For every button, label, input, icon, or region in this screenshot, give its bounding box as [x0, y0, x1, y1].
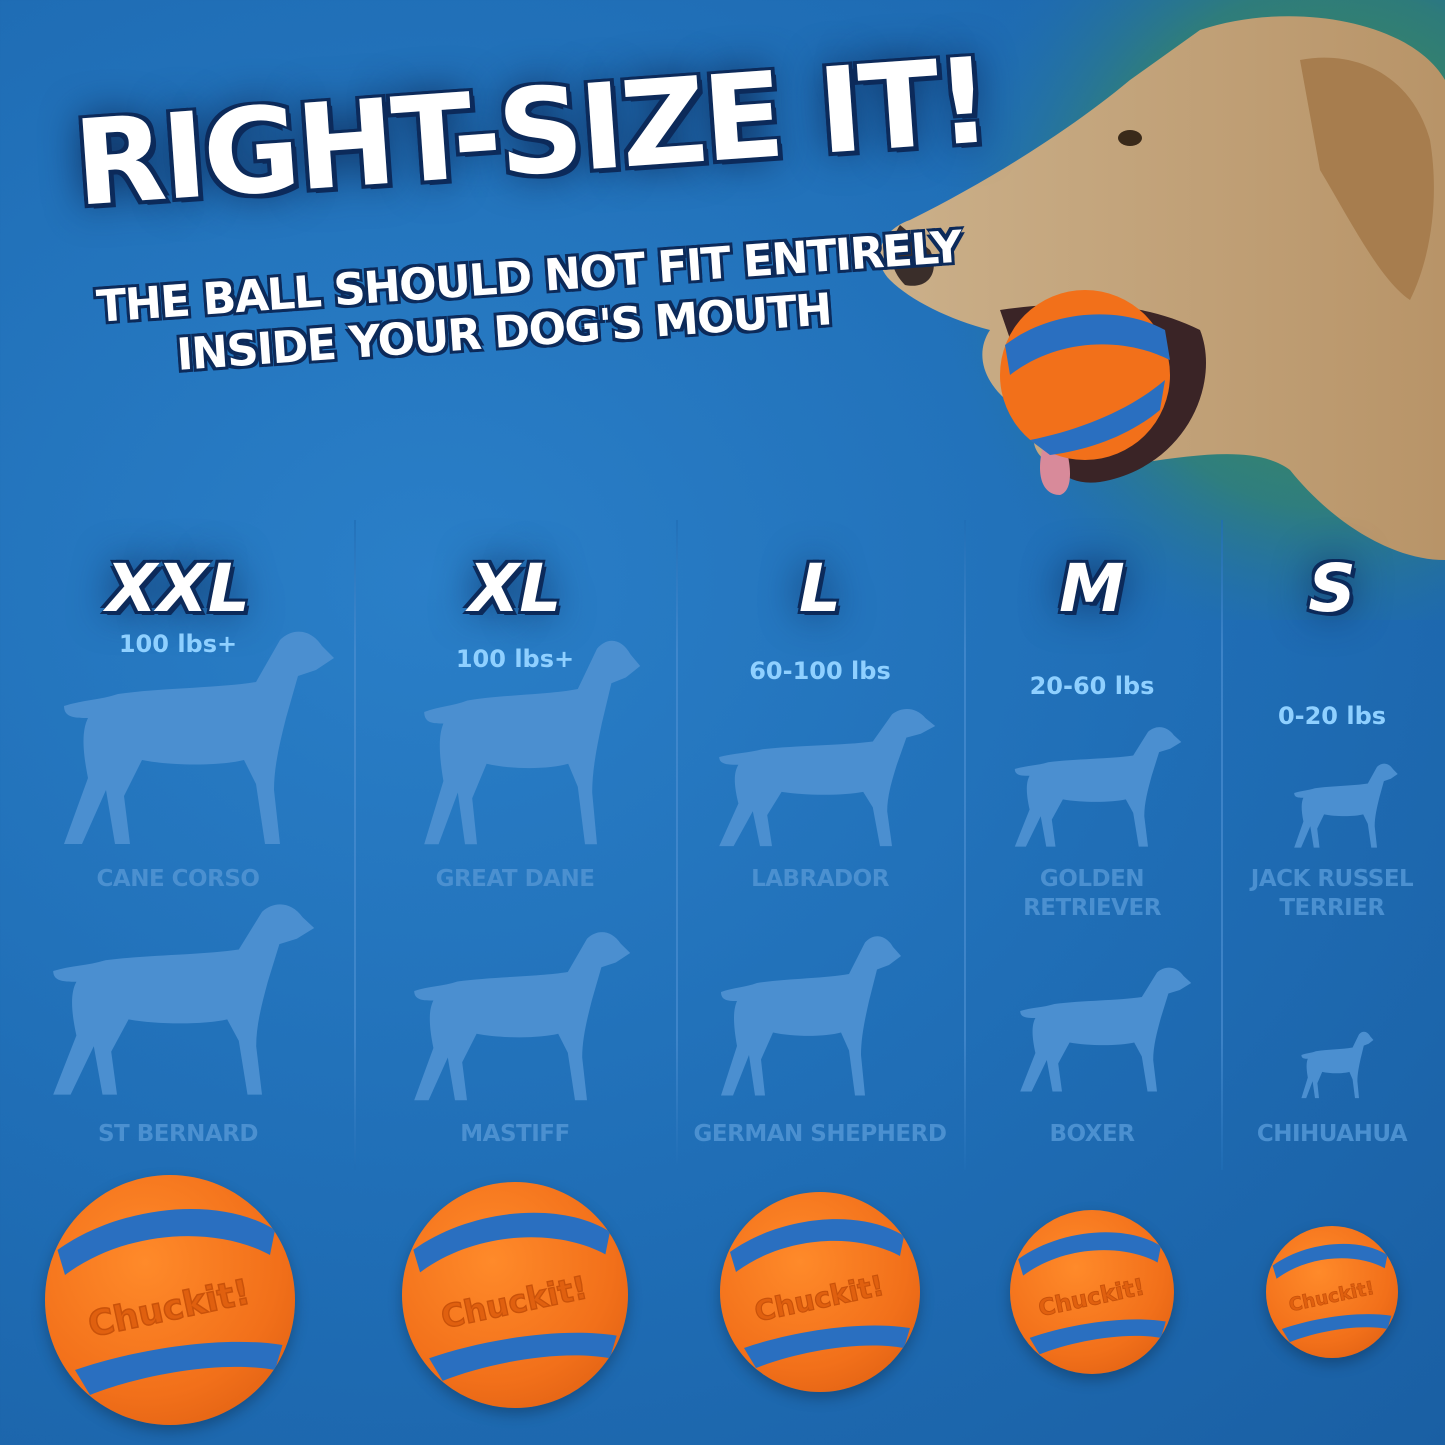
dog-silhouette — [719, 708, 936, 847]
column-divider — [676, 520, 678, 1170]
chuckit-ball: Chuckit! — [45, 1175, 295, 1425]
breed-name: JACK RUSSEL TERRIER — [1250, 866, 1414, 921]
breed-name: CANE CORSO — [96, 866, 260, 892]
column-divider — [354, 520, 356, 1170]
dog-silhouette — [53, 904, 315, 1095]
column-divider — [964, 520, 966, 1170]
chuckit-ball: Chuckit! — [402, 1182, 628, 1408]
size-label: XL — [468, 550, 562, 627]
weight-range: 60-100 lbs — [749, 657, 891, 685]
dog-silhouette — [1014, 727, 1182, 847]
size-label: L — [798, 550, 842, 627]
page-title: RIGHT-SIZE IT! — [70, 31, 993, 233]
dog-silhouette — [721, 936, 901, 1096]
brand-logo: Chuckit! — [1287, 1278, 1376, 1317]
brand-logo: Chuckit! — [85, 1272, 254, 1345]
breed-name: BOXER — [1049, 1121, 1135, 1147]
size-label: S — [1308, 550, 1356, 627]
dog-silhouette — [1301, 1031, 1374, 1099]
breed-name: ST BERNARD — [97, 1121, 259, 1147]
dog-silhouette — [424, 640, 641, 845]
size-label: M — [1059, 550, 1125, 627]
chuckit-ball: Chuckit! — [1266, 1226, 1398, 1358]
dog-silhouette — [1020, 967, 1192, 1092]
weight-range: 100 lbs+ — [455, 645, 575, 673]
breed-name: GOLDEN RETRIEVER — [1023, 866, 1161, 921]
brand-logo: Chuckit! — [1036, 1274, 1147, 1322]
dog-silhouette — [414, 932, 631, 1101]
breed-name: MASTIFF — [460, 1121, 570, 1147]
weight-range: 20-60 lbs — [1029, 672, 1155, 700]
brand-logo: Chuckit! — [752, 1269, 887, 1329]
dog-with-ball-photo — [870, 0, 1445, 620]
column-divider — [1221, 520, 1223, 1170]
breed-name: GERMAN SHEPHERD — [693, 1121, 947, 1147]
weight-range: 100 lbs+ — [118, 630, 238, 658]
breed-name: CHIHUAHUA — [1256, 1121, 1408, 1147]
chuckit-ball: Chuckit! — [720, 1192, 920, 1392]
dog-silhouette — [1294, 763, 1398, 848]
brand-logo: Chuckit! — [438, 1270, 591, 1336]
breed-name: LABRADOR — [751, 866, 889, 892]
size-label: XXL — [106, 550, 250, 627]
chuckit-ball: Chuckit! — [1010, 1210, 1174, 1374]
breed-name: GREAT DANE — [435, 866, 595, 892]
weight-range: 0-20 lbs — [1277, 702, 1387, 730]
dog-silhouette — [64, 631, 334, 844]
